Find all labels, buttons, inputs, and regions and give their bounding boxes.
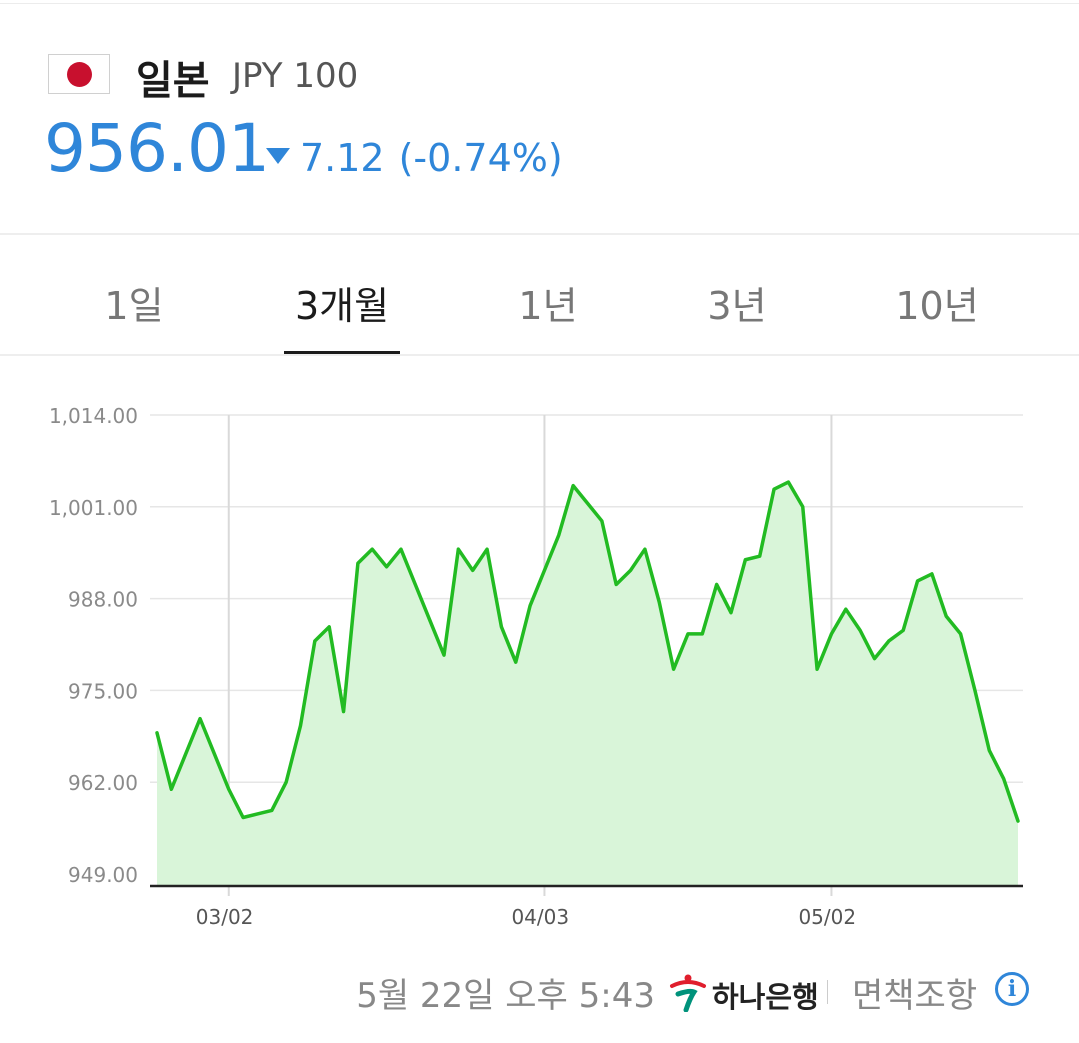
info-icon[interactable]: i	[995, 972, 1029, 1006]
current-price: 956.01	[44, 110, 270, 187]
tab-1-year[interactable]: 1년	[518, 284, 578, 328]
active-tab-indicator	[284, 351, 400, 355]
tab-1-day[interactable]: 1일	[104, 284, 164, 328]
bank-name: 하나은행	[712, 980, 819, 1014]
area-fill	[157, 482, 1018, 886]
currency-header: 일본 JPY 100 956.01 7.12 (-0.74%)	[0, 0, 1079, 235]
currency-code: JPY 100	[232, 56, 359, 96]
y-tick-label: 949.00	[68, 863, 138, 887]
footer-separator	[827, 980, 828, 1004]
x-tick-label: 04/03	[511, 905, 569, 929]
change-percent: (-0.74%)	[398, 136, 563, 180]
hana-bank-logo-icon	[670, 974, 706, 1012]
down-arrow-icon	[266, 148, 290, 164]
period-tabs: 1일 3개월 1년 3년 10년	[0, 235, 1079, 355]
divider	[0, 233, 1079, 235]
update-timestamp: 5월 22일 오후 5:43	[356, 976, 655, 1016]
price-change: 7.12 (-0.74%)	[266, 136, 563, 180]
country-name: 일본	[136, 58, 210, 104]
tab-3-years[interactable]: 3년	[707, 284, 767, 328]
y-tick-label: 1,014.00	[49, 404, 138, 428]
series-line	[155, 480, 1020, 823]
change-amount: 7.12	[300, 136, 385, 180]
y-tick-label: 988.00	[68, 588, 138, 612]
x-tick-label: 05/02	[798, 905, 856, 929]
chart-footer: 5월 22일 오후 5:43 하나은행 면책조항 i	[0, 960, 1079, 1020]
disclaimer-link[interactable]: 면책조항	[852, 976, 978, 1016]
tab-3-months[interactable]: 3개월	[294, 284, 390, 328]
divider	[0, 354, 1079, 356]
y-tick-label: 975.00	[68, 679, 138, 703]
y-tick-label: 1,001.00	[49, 496, 138, 520]
y-tick-label: 962.00	[68, 771, 138, 795]
x-tick-label: 03/02	[196, 905, 254, 929]
exchange-rate-chart: 1,014.00 1,001.00 988.00 975.00 962.00 949.00…	[49, 404, 1023, 929]
japan-flag-icon	[48, 54, 110, 94]
tab-10-years[interactable]: 10년	[895, 284, 979, 328]
top-border	[0, 3, 1079, 4]
